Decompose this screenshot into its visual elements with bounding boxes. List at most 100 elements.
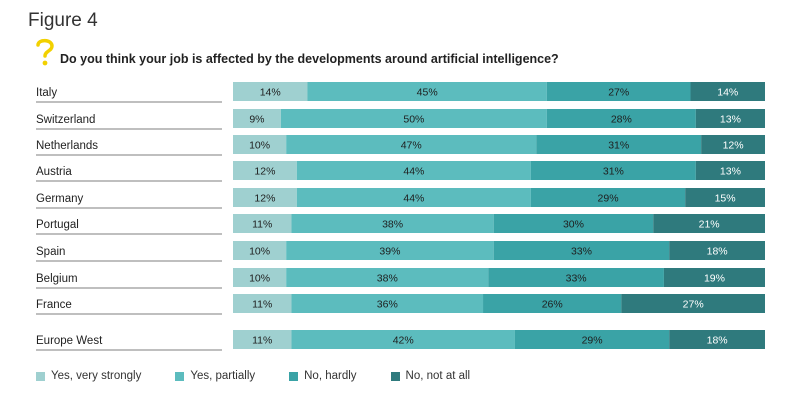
data-label: 12% <box>723 140 744 152</box>
legend-item-yes-partially: Yes, partially <box>175 370 255 382</box>
bar-segment <box>307 82 547 101</box>
bar-segment <box>695 161 765 180</box>
data-label: 10% <box>249 246 270 258</box>
legend-swatch <box>289 371 299 381</box>
bar-segment <box>488 268 664 287</box>
data-label: 12% <box>254 193 275 205</box>
bar-segment <box>233 135 287 154</box>
data-label: 13% <box>720 114 741 126</box>
question-mark-icon <box>36 38 54 66</box>
bar-segment <box>286 268 489 287</box>
data-label: 45% <box>417 87 438 99</box>
data-label: 38% <box>382 219 403 231</box>
legend: Yes, very strongly Yes, partially No, ha… <box>36 370 470 382</box>
bar-segment <box>669 241 765 260</box>
stacked-bar-chart: Italy 14% 45% 27% 14% Switzerland 9% 50% 28% 13% N… <box>36 82 765 351</box>
bar-segment <box>669 330 765 349</box>
legend-label: Yes, very strongly <box>51 370 142 382</box>
data-label: 9% <box>249 114 264 126</box>
bar-segment <box>291 214 494 233</box>
category-label: Belgium <box>36 273 78 285</box>
data-label: 27% <box>683 299 704 311</box>
bar-segment <box>296 188 531 207</box>
bar-segment <box>493 241 670 260</box>
bar-segment <box>296 161 531 180</box>
data-label: 50% <box>403 114 424 126</box>
legend-label: Yes, partially <box>190 370 256 382</box>
bar-segment <box>233 214 292 233</box>
bar-segment <box>546 82 691 101</box>
data-label: 30% <box>563 219 584 231</box>
legend-item-no-not-at-all: No, not at all <box>390 370 471 382</box>
category-label: Switzerland <box>36 114 95 126</box>
bar-segment <box>291 294 484 313</box>
bar-segment <box>233 188 297 207</box>
bar-segment <box>233 109 281 128</box>
data-label: 18% <box>707 246 728 258</box>
data-label: 39% <box>379 246 400 258</box>
figure-label: Figure 4 <box>28 10 98 31</box>
bar-segment <box>653 214 765 233</box>
bar-segment <box>546 109 696 128</box>
bar-segment <box>286 135 537 154</box>
bar-segment <box>536 135 702 154</box>
data-label: 44% <box>403 193 424 205</box>
category-label: Spain <box>36 246 65 258</box>
category-label: Germany <box>36 193 84 205</box>
bar-segment <box>233 294 292 313</box>
bar-segment <box>233 268 287 287</box>
category-label: France <box>36 299 72 311</box>
bar-segment <box>530 161 696 180</box>
category-label: Netherlands <box>36 140 98 152</box>
category-label: Italy <box>36 87 57 99</box>
data-label: 42% <box>393 335 414 347</box>
data-label: 31% <box>603 166 624 178</box>
data-label: 11% <box>252 299 272 311</box>
data-label: 47% <box>401 140 422 152</box>
data-label: 18% <box>707 335 728 347</box>
data-label: 11% <box>252 219 272 231</box>
data-label: 11% <box>252 335 272 347</box>
bar-segment <box>286 241 494 260</box>
legend-label: No, not at all <box>405 370 471 382</box>
category-label: Europe West <box>36 335 103 347</box>
bar-segment <box>663 268 765 287</box>
data-label: 14% <box>717 87 738 99</box>
data-label: 29% <box>598 193 619 205</box>
category-label: Austria <box>36 166 72 178</box>
bar-segment <box>291 330 515 349</box>
legend-swatch <box>390 371 400 381</box>
bar-segment <box>233 82 308 101</box>
legend-label: No, hardly <box>304 370 357 382</box>
data-label: 21% <box>699 219 720 231</box>
legend-swatch <box>175 371 185 381</box>
data-label: 44% <box>403 166 424 178</box>
bar-segment <box>621 294 765 313</box>
bar-segment <box>483 294 622 313</box>
bar-segment <box>690 82 765 101</box>
data-label: 29% <box>582 335 603 347</box>
legend-item-yes-very-strongly: Yes, very strongly <box>36 370 141 382</box>
bar-segment <box>493 214 654 233</box>
data-label: 19% <box>704 273 725 285</box>
data-label: 12% <box>254 166 275 178</box>
data-label: 33% <box>571 246 592 258</box>
data-label: 14% <box>260 87 281 99</box>
bar-segment <box>701 135 765 154</box>
data-label: 13% <box>720 166 741 178</box>
bar-segment <box>514 330 670 349</box>
legend-swatch <box>36 371 45 381</box>
data-label: 33% <box>566 273 587 285</box>
data-label: 15% <box>715 193 736 205</box>
legend-item-no-hardly: No, hardly <box>289 370 357 382</box>
bar-segment <box>685 188 765 207</box>
data-label: 38% <box>377 273 398 285</box>
category-label: Portugal <box>36 219 79 231</box>
bar-segment <box>280 109 547 128</box>
data-label: 10% <box>249 140 270 152</box>
data-label: 10% <box>249 273 270 285</box>
data-label: 26% <box>542 299 563 311</box>
bar-segment <box>233 241 287 260</box>
data-label: 31% <box>608 140 629 152</box>
data-label: 27% <box>608 87 629 99</box>
